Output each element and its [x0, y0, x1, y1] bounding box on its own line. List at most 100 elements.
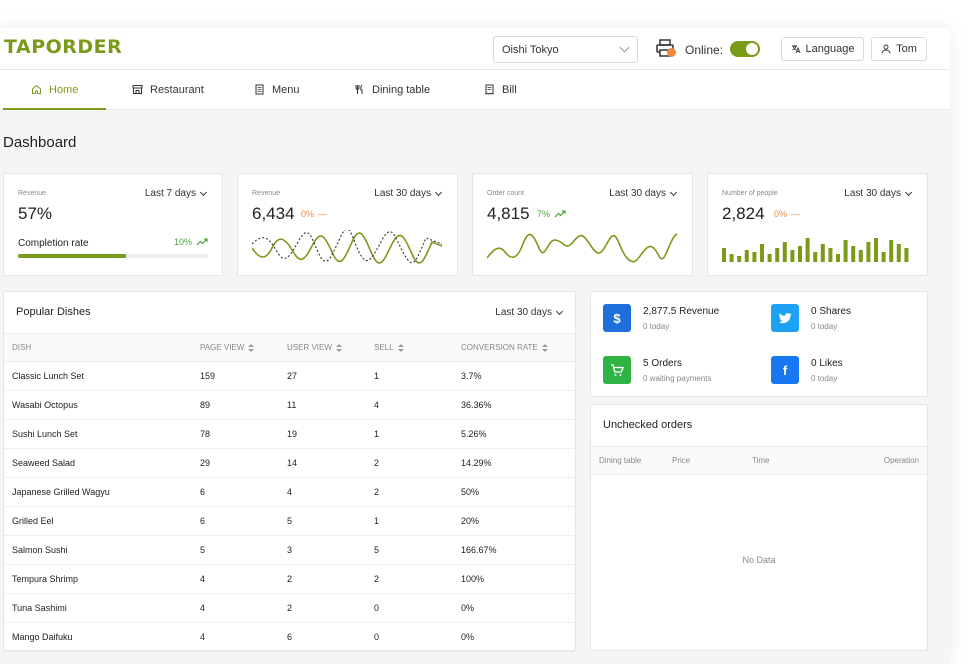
trend: 0% —	[301, 209, 327, 219]
table-cell: 0%	[453, 593, 575, 623]
table-row[interactable]: Wasabi Octopus 89 11 4 36.36%	[4, 390, 575, 420]
active-tab-underline	[3, 108, 107, 110]
sort-icon[interactable]	[335, 343, 342, 352]
table-cell: 11	[279, 390, 366, 420]
chevron-down-icon	[619, 42, 630, 53]
table-cell: 6	[192, 506, 279, 536]
main-nav: Home Restaurant Menu Dining table Bill	[0, 70, 950, 110]
period-select[interactable]: Last 7 days	[145, 188, 208, 199]
table-cell: Sushi Lunch Set	[4, 419, 192, 449]
table-cell: 4	[192, 622, 279, 652]
menu-icon	[255, 84, 264, 95]
table-header-row: Dining table Price Time Operation	[591, 446, 927, 475]
sort-icon[interactable]	[248, 343, 255, 352]
spark-bar	[729, 254, 734, 262]
table-cell: 6	[192, 477, 279, 507]
column-header-sell[interactable]: SELL	[366, 333, 453, 362]
unchecked-orders-table: Dining table Price Time Operation	[591, 446, 927, 475]
table-row[interactable]: Japanese Grilled Wagyu 6 4 2 50%	[4, 477, 575, 507]
sort-icon[interactable]	[541, 343, 548, 352]
revenue-sparkline	[252, 230, 443, 264]
table-cell: 5	[279, 506, 366, 536]
store-select[interactable]: Oishi Tokyo	[493, 36, 638, 63]
empty-state: No Data	[742, 555, 776, 565]
table-row[interactable]: Sushi Lunch Set 78 19 1 5.26%	[4, 419, 575, 449]
stat-label: Revenue	[252, 190, 281, 197]
user-button[interactable]: Tom	[871, 37, 927, 61]
table-cell: 4	[366, 390, 453, 420]
column-header-dining-table: Dining table	[591, 446, 664, 475]
nav-label: Menu	[272, 83, 300, 96]
progress-label: Completion rate	[18, 238, 89, 249]
store-select-value: Oishi Tokyo	[502, 44, 559, 56]
user-label: Tom	[896, 43, 917, 55]
column-header-page-view[interactable]: PAGE VIEW	[192, 333, 279, 362]
nav-item-bill[interactable]: Bill	[484, 70, 517, 109]
table-row[interactable]: Grilled Eel 6 5 1 20%	[4, 506, 575, 536]
panel-title: Popular Dishes	[16, 306, 91, 318]
period-select[interactable]: Last 30 days	[609, 188, 678, 199]
sort-icon[interactable]	[397, 343, 404, 352]
chevron-down-icon	[669, 188, 678, 196]
period-select[interactable]: Last 30 days	[495, 307, 564, 318]
table-cell: 1	[366, 361, 453, 391]
nav-item-home[interactable]: Home	[3, 70, 107, 110]
table-cell: 20%	[453, 506, 575, 536]
table-cell: 3	[279, 535, 366, 565]
period-select[interactable]: Last 30 days	[844, 188, 913, 199]
table-cell: 2	[279, 564, 366, 594]
column-label: Time	[752, 456, 770, 465]
nav-label: Restaurant	[150, 83, 204, 96]
table-cell: 29	[192, 448, 279, 478]
column-header-conversion-rate[interactable]: CONVERSION RATE	[453, 333, 575, 362]
stat-value: 6,434	[252, 204, 295, 223]
period-select[interactable]: Last 30 days	[374, 188, 443, 199]
spark-bar	[760, 244, 764, 262]
table-row[interactable]: Tempura Shrimp 4 2 2 100%	[4, 564, 575, 594]
stat-card-revenue: Revenue Last 30 days 6,434 0% —	[237, 173, 458, 276]
spark-bar	[775, 248, 780, 262]
table-cell: 14	[279, 448, 366, 478]
summary-sub: 0 today	[811, 374, 838, 383]
spark-bar	[722, 248, 726, 262]
nav-label: Bill	[502, 83, 517, 96]
trend-flat-icon: —	[791, 209, 801, 219]
table-cell: 4	[192, 564, 279, 594]
table-cell: 50%	[453, 477, 575, 507]
column-header-operation: Operation	[844, 446, 927, 475]
table-row[interactable]: Seaweed Salad 29 14 2 14.29%	[4, 448, 575, 478]
table-row[interactable]: Salmon Sushi 5 3 5 166.67%	[4, 535, 575, 565]
table-row[interactable]: Classic Lunch Set 159 27 1 3.7%	[4, 361, 575, 391]
spark-bar	[904, 248, 909, 262]
table-cell: Classic Lunch Set	[4, 361, 192, 391]
logo: TAPORDER	[4, 36, 123, 58]
nav-item-menu[interactable]: Menu	[254, 70, 300, 109]
table-cell: 0	[366, 593, 453, 623]
online-toggle[interactable]	[730, 41, 760, 57]
column-label: PAGE VIEW	[200, 343, 245, 352]
nav-item-dining-table[interactable]: Dining table	[354, 70, 430, 109]
table-row[interactable]: Tuna Sashimi 4 2 0 0%	[4, 593, 575, 623]
summary-sub: 0 today	[811, 322, 838, 331]
twitter-icon	[771, 304, 799, 332]
column-header-user-view[interactable]: USER VIEW	[279, 333, 366, 362]
printer-icon[interactable]	[656, 39, 676, 57]
progress-bar	[18, 254, 208, 258]
table-cell: 6	[279, 622, 366, 652]
column-header-time: Time	[744, 446, 844, 475]
chevron-down-icon	[199, 188, 208, 196]
table-body: Classic Lunch Set 159 27 1 3.7% Wasabi Octopu…	[4, 361, 575, 652]
language-button[interactable]: Language	[781, 37, 864, 61]
spark-bar	[820, 244, 825, 262]
table-row[interactable]: Mango Daifuku 4 6 0 0%	[4, 622, 575, 652]
nav-item-restaurant[interactable]: Restaurant	[132, 70, 204, 109]
store-icon	[132, 85, 143, 94]
online-label: Online:	[685, 43, 724, 57]
stat-card-completion: Revenue Last 7 days 57% Completion rate …	[3, 173, 223, 276]
toggle-knob	[746, 43, 758, 55]
progress-pct: 10%	[174, 237, 208, 247]
table-cell: 2	[279, 593, 366, 623]
spark-bar	[790, 250, 795, 262]
spark-bar	[889, 240, 894, 262]
spark-bar	[752, 252, 757, 262]
